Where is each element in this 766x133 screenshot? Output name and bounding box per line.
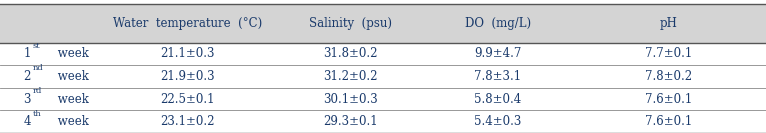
Text: 5.8±0.4: 5.8±0.4 — [474, 93, 522, 106]
Text: 31.8±0.2: 31.8±0.2 — [323, 47, 378, 60]
Text: 7.6±0.1: 7.6±0.1 — [645, 115, 692, 128]
Text: week: week — [54, 47, 89, 60]
Text: 7.8±3.1: 7.8±3.1 — [474, 70, 522, 83]
Text: DO  (mg/L): DO (mg/L) — [465, 17, 531, 30]
Text: 7.8±0.2: 7.8±0.2 — [645, 70, 692, 83]
Text: rd: rd — [33, 87, 42, 95]
Bar — [0, 4, 766, 43]
Text: 22.5±0.1: 22.5±0.1 — [160, 93, 215, 106]
Text: week: week — [54, 70, 89, 83]
Text: week: week — [54, 115, 89, 128]
Text: 9.9±4.7: 9.9±4.7 — [474, 47, 522, 60]
Text: 23.1±0.2: 23.1±0.2 — [160, 115, 215, 128]
Text: pH: pH — [660, 17, 677, 30]
Text: 21.9±0.3: 21.9±0.3 — [160, 70, 215, 83]
Text: nd: nd — [33, 65, 44, 72]
Text: 21.1±0.3: 21.1±0.3 — [160, 47, 215, 60]
Text: Water  temperature  (°C): Water temperature (°C) — [113, 17, 262, 30]
Text: 1: 1 — [23, 47, 31, 60]
Text: 31.2±0.2: 31.2±0.2 — [323, 70, 378, 83]
Text: 2: 2 — [23, 70, 31, 83]
Text: 5.4±0.3: 5.4±0.3 — [474, 115, 522, 128]
Text: Salinity  (psu): Salinity (psu) — [309, 17, 392, 30]
Text: 7.6±0.1: 7.6±0.1 — [645, 93, 692, 106]
Text: 29.3±0.1: 29.3±0.1 — [323, 115, 378, 128]
Text: 7.7±0.1: 7.7±0.1 — [645, 47, 692, 60]
Text: week: week — [54, 93, 89, 106]
Text: 30.1±0.3: 30.1±0.3 — [323, 93, 378, 106]
Text: 3: 3 — [23, 93, 31, 106]
Text: st: st — [33, 42, 41, 50]
Text: 4: 4 — [23, 115, 31, 128]
Text: th: th — [33, 110, 41, 118]
